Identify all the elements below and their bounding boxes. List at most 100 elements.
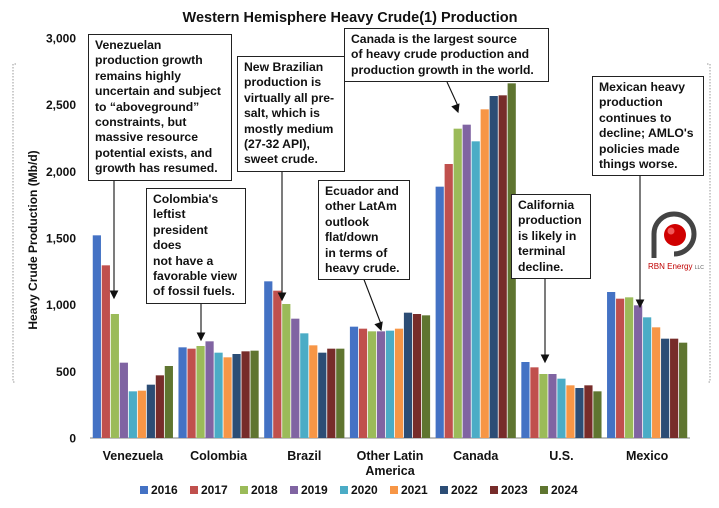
y-axis-bracket xyxy=(12,63,16,383)
bar xyxy=(643,317,652,438)
bar xyxy=(584,385,593,438)
arrow-head-icon xyxy=(540,354,550,364)
chart-title: Western Hemisphere Heavy Crude(1) Produc… xyxy=(183,10,518,26)
bar xyxy=(291,318,300,438)
bar xyxy=(616,298,625,438)
bar xyxy=(385,330,395,438)
legend-swatch xyxy=(490,486,498,494)
bar xyxy=(403,312,413,438)
bar xyxy=(421,315,431,438)
legend-label: 2020 xyxy=(351,483,378,497)
bar xyxy=(282,304,291,438)
bar xyxy=(625,297,634,438)
bar xyxy=(498,95,507,438)
bar xyxy=(196,346,205,438)
logo-wordmark: RBN Energy LLC xyxy=(648,262,704,271)
bar xyxy=(435,186,444,438)
legend-label: 2019 xyxy=(301,483,328,497)
legend-label: 2021 xyxy=(401,483,428,497)
bar xyxy=(137,390,146,438)
bar xyxy=(92,235,101,438)
legend-swatch xyxy=(390,486,398,494)
bar xyxy=(453,128,462,439)
bar xyxy=(223,357,232,438)
bar xyxy=(539,374,548,438)
arrow-head-icon xyxy=(451,103,460,114)
x-tick-label: Colombia xyxy=(190,449,248,463)
bar xyxy=(394,328,404,438)
bar xyxy=(661,338,670,438)
bar xyxy=(155,375,164,438)
bar xyxy=(376,331,386,438)
y-tick-label: 2,000 xyxy=(46,165,76,179)
x-tick-label: America xyxy=(365,464,415,478)
arrow-head-icon xyxy=(374,321,383,332)
bar xyxy=(110,314,119,438)
bar xyxy=(128,391,137,438)
bar xyxy=(241,351,250,438)
bar xyxy=(670,338,679,438)
bar xyxy=(548,374,557,438)
bar xyxy=(358,328,368,438)
bar xyxy=(146,384,155,438)
bar xyxy=(264,281,273,438)
logo-mark-icon xyxy=(651,211,697,258)
x-tick-label: Brazil xyxy=(287,449,321,463)
annotation-other-latam: Ecuador and other LatAm outlook flat/dow… xyxy=(318,180,410,281)
bar xyxy=(593,391,602,438)
annotation-venezuela: Venezuelan production growth remains hig… xyxy=(88,34,232,181)
bar xyxy=(187,348,196,438)
bar xyxy=(679,342,688,438)
legend-label: 2024 xyxy=(551,483,578,497)
arrow-head-icon xyxy=(109,290,119,300)
x-tick-label: Venezuela xyxy=(103,449,164,463)
bar xyxy=(205,341,214,438)
bar xyxy=(412,314,422,438)
arrow-head-icon xyxy=(196,332,206,342)
legend-swatch xyxy=(540,486,548,494)
legend-swatch xyxy=(290,486,298,494)
y-tick-label: 1,500 xyxy=(46,232,76,246)
y-tick-label: 0 xyxy=(69,432,76,446)
bar xyxy=(119,362,128,438)
bar xyxy=(101,265,110,438)
x-tick-label: U.S. xyxy=(549,449,573,463)
bar xyxy=(530,367,539,438)
legend-swatch xyxy=(190,486,198,494)
bar xyxy=(300,333,309,438)
y-axis-label: Heavy Crude Production (Mb/d) xyxy=(26,150,40,329)
bar xyxy=(232,354,241,438)
y-tick-label: 500 xyxy=(56,365,76,379)
legend-label: 2018 xyxy=(251,483,278,497)
legend-swatch xyxy=(240,486,248,494)
bar xyxy=(250,350,259,438)
arrow-head-icon xyxy=(635,299,645,309)
bar xyxy=(607,292,616,438)
y-tick-label: 3,000 xyxy=(46,32,76,46)
bar xyxy=(318,352,327,438)
legend-swatch xyxy=(340,486,348,494)
bar xyxy=(178,347,187,438)
y-tick-label: 1,000 xyxy=(46,298,76,312)
legend-label: 2023 xyxy=(501,483,528,497)
annotation-us: California production is likely in termi… xyxy=(511,194,591,280)
bar xyxy=(652,327,661,438)
arrow-head-icon xyxy=(277,292,287,302)
legend-swatch xyxy=(140,486,148,494)
bar xyxy=(327,348,336,438)
bar xyxy=(164,366,173,438)
x-tick-label: Canada xyxy=(453,449,499,463)
bar xyxy=(489,96,498,438)
bar xyxy=(367,331,377,438)
bar xyxy=(462,124,471,439)
bar xyxy=(557,378,566,438)
bar xyxy=(566,385,575,438)
bar xyxy=(309,345,318,438)
x-tick-label: Other Latin xyxy=(357,449,424,463)
annotation-colombia: Colombia's leftist president does not ha… xyxy=(146,188,246,304)
bar xyxy=(444,164,453,438)
y-tick-label: 2,500 xyxy=(46,98,76,112)
right-bracket xyxy=(707,63,711,383)
bar xyxy=(634,305,643,438)
